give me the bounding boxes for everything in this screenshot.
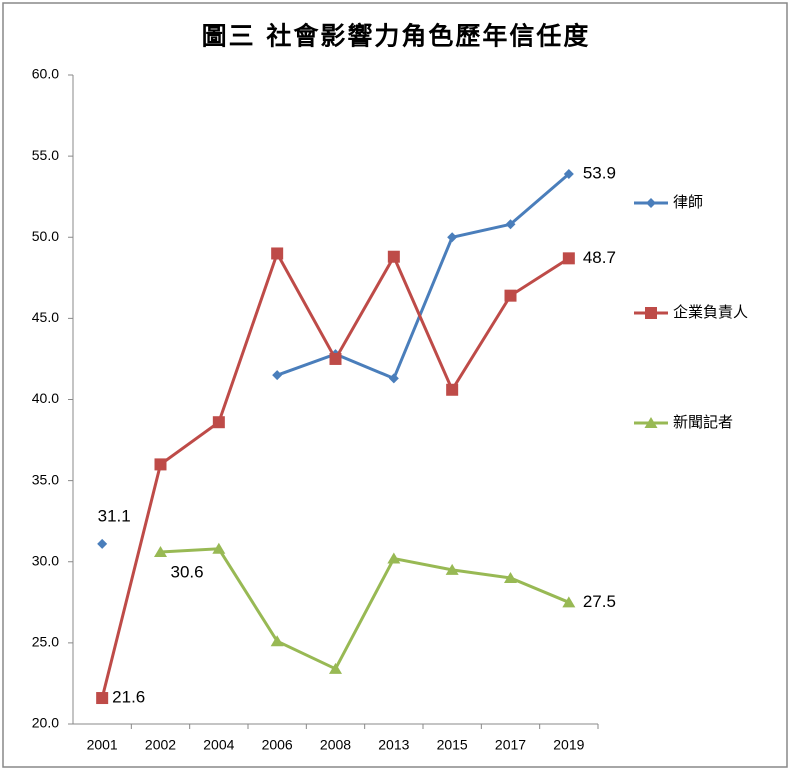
marker bbox=[447, 232, 458, 243]
x-tick-label: 2001 bbox=[87, 737, 118, 753]
series-line bbox=[160, 547, 570, 671]
marker bbox=[387, 250, 400, 263]
series-line bbox=[276, 172, 570, 381]
marker bbox=[504, 571, 517, 583]
marker bbox=[272, 370, 283, 381]
y-tick-label: 20.0 bbox=[32, 715, 59, 731]
value-label: 21.6 bbox=[112, 688, 145, 707]
legend-item: 新聞記者 bbox=[634, 413, 733, 431]
y-tick-label: 60.0 bbox=[32, 66, 59, 82]
y-tick-label: 40.0 bbox=[32, 390, 59, 406]
y-tick-label: 25.0 bbox=[32, 634, 59, 650]
marker bbox=[329, 662, 342, 674]
value-label: 31.1 bbox=[98, 506, 131, 525]
marker bbox=[563, 168, 574, 179]
x-tick-label: 2019 bbox=[553, 737, 584, 753]
marker bbox=[645, 307, 657, 319]
marker bbox=[271, 247, 284, 260]
x-tick-label: 2008 bbox=[320, 737, 351, 753]
y-tick-label: 55.0 bbox=[32, 147, 59, 163]
x-tick-label: 2002 bbox=[145, 737, 176, 753]
legend-label: 企業負責人 bbox=[673, 303, 748, 321]
marker bbox=[387, 552, 401, 564]
value-label: 53.9 bbox=[583, 163, 616, 182]
y-tick-label: 30.0 bbox=[32, 552, 59, 568]
x-tick-label: 2004 bbox=[203, 737, 234, 753]
x-tick-label: 2015 bbox=[437, 737, 468, 753]
legend-item: 企業負責人 bbox=[634, 303, 748, 321]
value-label: 27.5 bbox=[583, 592, 616, 611]
chart-title: 圖三 社會影響力角色歷年信任度 bbox=[202, 22, 591, 51]
x-tick-label: 2017 bbox=[495, 737, 526, 753]
marker bbox=[445, 563, 459, 575]
marker bbox=[212, 416, 225, 429]
y-tick-label: 45.0 bbox=[32, 309, 59, 325]
marker bbox=[562, 596, 576, 608]
marker bbox=[646, 198, 656, 208]
marker bbox=[212, 542, 226, 554]
marker bbox=[270, 635, 284, 647]
x-tick-label: 2006 bbox=[262, 737, 293, 753]
y-tick-label: 50.0 bbox=[32, 228, 59, 244]
marker bbox=[388, 373, 399, 384]
marker bbox=[329, 352, 342, 365]
value-label: 30.6 bbox=[171, 562, 204, 581]
chart-frame bbox=[2, 2, 788, 768]
legend-label: 新聞記者 bbox=[673, 413, 733, 431]
legend-label: 律師 bbox=[673, 193, 703, 211]
y-tick-label: 35.0 bbox=[32, 471, 59, 487]
marker bbox=[154, 546, 167, 558]
marker bbox=[504, 289, 517, 302]
marker bbox=[154, 458, 167, 471]
marker bbox=[505, 219, 516, 230]
value-label: 48.7 bbox=[583, 248, 616, 267]
marker bbox=[562, 252, 575, 265]
marker bbox=[96, 692, 109, 705]
x-tick-label: 2013 bbox=[378, 737, 409, 753]
marker bbox=[446, 383, 459, 396]
marker bbox=[644, 417, 658, 428]
legend-item: 律師 bbox=[634, 193, 703, 211]
marker bbox=[97, 538, 108, 549]
